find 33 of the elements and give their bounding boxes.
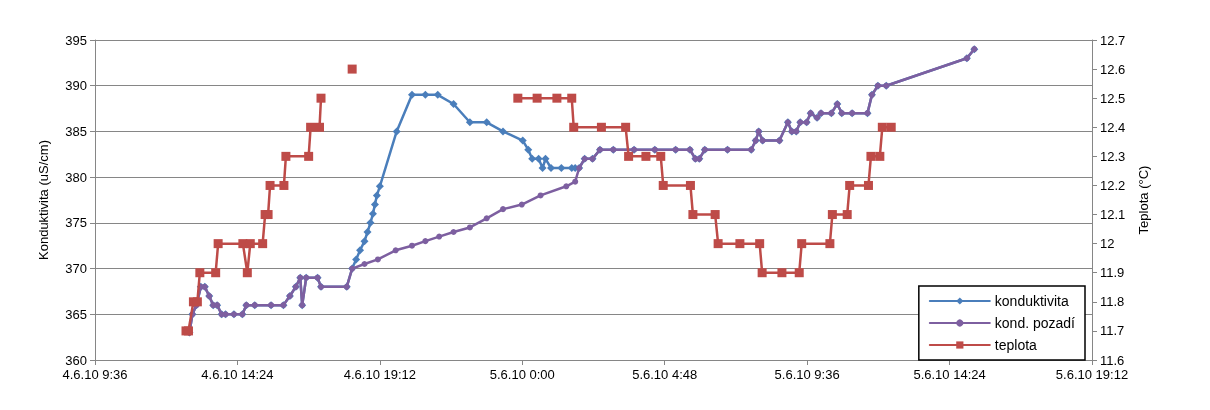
y2-tick-label: 12.5 — [1100, 90, 1126, 106]
y2-tick-label: 11.6 — [1100, 352, 1125, 368]
x-tick-label: 4.6.10 19:12 — [343, 367, 417, 382]
x-tick-label: 5.6.10 19:12 — [1055, 367, 1129, 382]
legend-label: konduktivita — [994, 293, 1069, 309]
y-tick-label: 390 — [65, 78, 87, 94]
y-tick-label: 365 — [65, 306, 87, 322]
y-tick-label: 360 — [65, 352, 87, 368]
x-tick-label: 4.6.10 14:24 — [201, 367, 274, 382]
y2-tick-label: 12.6 — [1100, 61, 1126, 77]
y2-axis-title: Teplota (°C) — [1136, 165, 1151, 235]
y2-tick-label: 12 — [1100, 236, 1115, 252]
x-tick-label: 5.6.10 14:24 — [913, 367, 986, 382]
y2-tick-label: 12.2 — [1100, 177, 1126, 193]
y-tick-label: 395 — [65, 32, 87, 48]
legend-label: teplota — [994, 337, 1038, 353]
y-tick-label: 375 — [65, 215, 87, 231]
y-tick-label: 380 — [65, 169, 87, 185]
y2-tick-label: 12.3 — [1100, 148, 1126, 164]
y2-tick-label: 11.7 — [1100, 323, 1125, 339]
y2-tick-label: 11.9 — [1100, 265, 1125, 281]
y2-tick-label: 12.1 — [1100, 207, 1126, 223]
y2-tick-label: 12.4 — [1100, 119, 1126, 135]
y2-tick-label: 11.8 — [1100, 294, 1125, 310]
x-tick-label: 5.6.10 4:48 — [632, 367, 698, 382]
x-tick-label: 5.6.10 9:36 — [774, 367, 840, 382]
x-tick-label: 4.6.10 9:36 — [62, 367, 128, 382]
y-tick-label: 385 — [65, 123, 87, 139]
x-tick-label: 5.6.10 0:00 — [489, 367, 555, 382]
y-tick-label: 370 — [65, 261, 87, 277]
y2-tick-label: 12.7 — [1100, 32, 1126, 48]
y-axis-title: Konduktivita (uS/cm) — [36, 140, 51, 260]
legend-label: kond. pozadí — [994, 315, 1076, 331]
